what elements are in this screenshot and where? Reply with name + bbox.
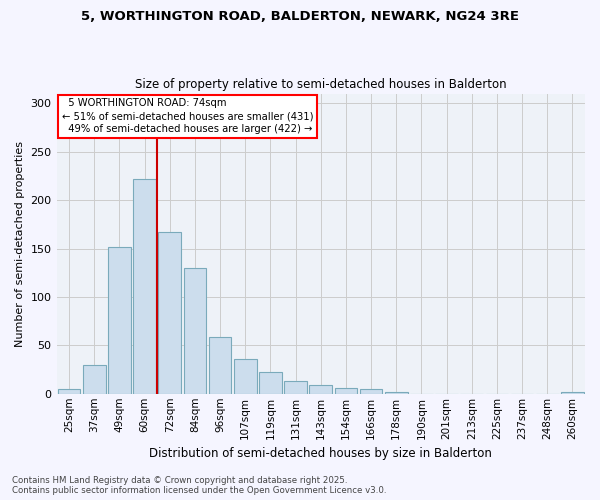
Title: Size of property relative to semi-detached houses in Balderton: Size of property relative to semi-detach… <box>135 78 506 91</box>
Y-axis label: Number of semi-detached properties: Number of semi-detached properties <box>15 140 25 346</box>
Bar <box>108 246 131 394</box>
Text: Contains HM Land Registry data © Crown copyright and database right 2025.
Contai: Contains HM Land Registry data © Crown c… <box>12 476 386 495</box>
Bar <box>561 392 584 394</box>
Bar <box>385 392 407 394</box>
Bar <box>133 179 156 394</box>
Bar <box>184 268 206 394</box>
Bar <box>310 385 332 394</box>
Bar <box>335 388 357 394</box>
Bar <box>259 372 282 394</box>
Bar <box>58 389 80 394</box>
Text: 5, WORTHINGTON ROAD, BALDERTON, NEWARK, NG24 3RE: 5, WORTHINGTON ROAD, BALDERTON, NEWARK, … <box>81 10 519 23</box>
Bar <box>158 232 181 394</box>
Bar <box>209 336 232 394</box>
Bar <box>360 389 382 394</box>
Bar <box>284 381 307 394</box>
Text: 5 WORTHINGTON ROAD: 74sqm
← 51% of semi-detached houses are smaller (431)
  49% : 5 WORTHINGTON ROAD: 74sqm ← 51% of semi-… <box>62 98 313 134</box>
Bar <box>234 359 257 394</box>
X-axis label: Distribution of semi-detached houses by size in Balderton: Distribution of semi-detached houses by … <box>149 447 492 460</box>
Bar <box>83 364 106 394</box>
